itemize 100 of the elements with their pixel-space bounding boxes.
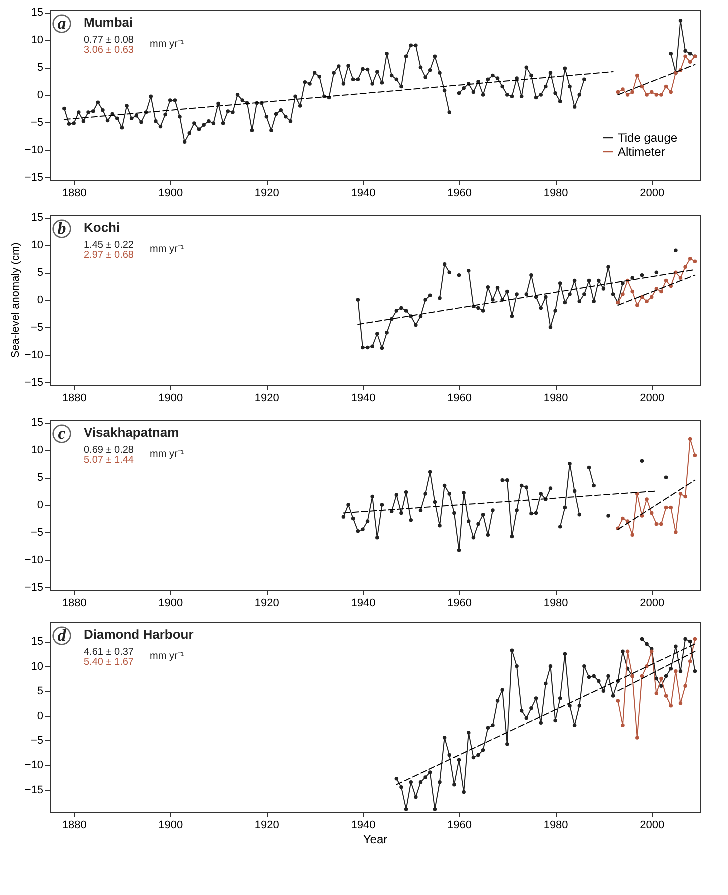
y-tick-label: −5 (30, 322, 44, 334)
point (486, 533, 490, 538)
point (380, 503, 384, 507)
y-tick-label: 15 (31, 7, 44, 20)
y-tick-label: 0 (37, 710, 44, 722)
point (568, 462, 572, 466)
point (592, 484, 596, 488)
y-tick-label: −15 (24, 784, 44, 796)
point (572, 489, 577, 494)
annotation: c (58, 424, 66, 443)
point (688, 60, 692, 64)
x-tick-label: 2000 (640, 392, 665, 404)
point (587, 466, 592, 470)
y-tick-label: 15 (31, 417, 44, 430)
y-tick-label: 5 (37, 267, 44, 280)
point (664, 694, 668, 698)
point (636, 736, 640, 740)
point (688, 437, 692, 442)
point (394, 309, 399, 313)
y-tick-label: −10 (24, 349, 44, 362)
point (510, 314, 514, 318)
point (660, 676, 664, 681)
chart-title: Kochi (84, 220, 120, 235)
x-tick-label: 1880 (62, 820, 87, 832)
x-tick-label: 1900 (158, 820, 184, 832)
x-tick-label: 1900 (158, 392, 184, 404)
point (684, 54, 688, 58)
point (366, 346, 370, 350)
point (693, 454, 698, 458)
point (578, 513, 582, 517)
annotation: mm yr⁻¹ (150, 244, 185, 255)
point (660, 522, 664, 526)
y-tick-label: −10 (24, 144, 44, 156)
point (530, 512, 534, 516)
point (510, 534, 514, 539)
chart-title: Visakhapatnam (84, 425, 180, 440)
point (616, 699, 620, 703)
x-tick-label: 1920 (254, 188, 280, 200)
x-tick-label: 2000 (640, 820, 665, 832)
point (650, 511, 654, 516)
point (645, 300, 649, 304)
y-tick-label: 10 (31, 660, 44, 673)
point (394, 493, 399, 497)
point (568, 292, 572, 296)
point (630, 290, 634, 294)
y-tick-label: 5 (37, 62, 44, 74)
point (433, 500, 438, 504)
point (424, 298, 428, 302)
y-tick-label: 5 (37, 472, 44, 484)
point (491, 508, 495, 512)
y-tick-label: −10 (24, 760, 44, 772)
y-tick-label: −15 (24, 376, 44, 389)
y-tick-label: −15 (24, 582, 44, 594)
x-tick-label: 1940 (351, 598, 376, 610)
point (467, 520, 471, 524)
y-tick-label: 15 (31, 212, 44, 224)
y-tick-label: −5 (30, 526, 44, 539)
point (621, 516, 625, 521)
point (630, 276, 634, 280)
point (554, 309, 558, 313)
point (650, 650, 654, 654)
point (438, 296, 442, 300)
point (669, 506, 673, 510)
point (640, 84, 644, 89)
x-tick-label: 1900 (158, 598, 184, 610)
point (582, 292, 586, 296)
point (645, 498, 649, 502)
point (636, 304, 640, 308)
point (592, 300, 596, 304)
point (636, 74, 640, 78)
point (654, 93, 659, 97)
point (500, 478, 504, 482)
point (418, 314, 423, 318)
x-tick-label: 1920 (254, 598, 280, 610)
x-tick-label: 1980 (544, 820, 568, 832)
point (530, 273, 534, 278)
point (476, 522, 480, 526)
x-tick-label: 1960 (448, 598, 472, 610)
x-tick-label: 2000 (640, 188, 665, 200)
point (578, 300, 582, 304)
x-tick-label: 1900 (158, 188, 184, 200)
point (684, 265, 688, 269)
point (448, 492, 452, 496)
point (400, 306, 404, 310)
x-tick-label: 1880 (62, 392, 87, 404)
point (342, 515, 346, 519)
point (621, 88, 625, 92)
point (409, 518, 413, 522)
point (678, 492, 683, 496)
x-tick-label: 1960 (448, 392, 472, 404)
annotation: mm yr⁻¹ (150, 651, 185, 662)
point (650, 90, 654, 94)
point (563, 506, 568, 510)
legend-label: Altimeter (618, 145, 666, 159)
point (361, 346, 365, 350)
y-tick-label: 0 (37, 90, 44, 102)
point (452, 511, 456, 516)
y-tick-label: 15 (31, 636, 44, 648)
point (361, 528, 365, 532)
x-tick-label: 2000 (640, 598, 665, 610)
